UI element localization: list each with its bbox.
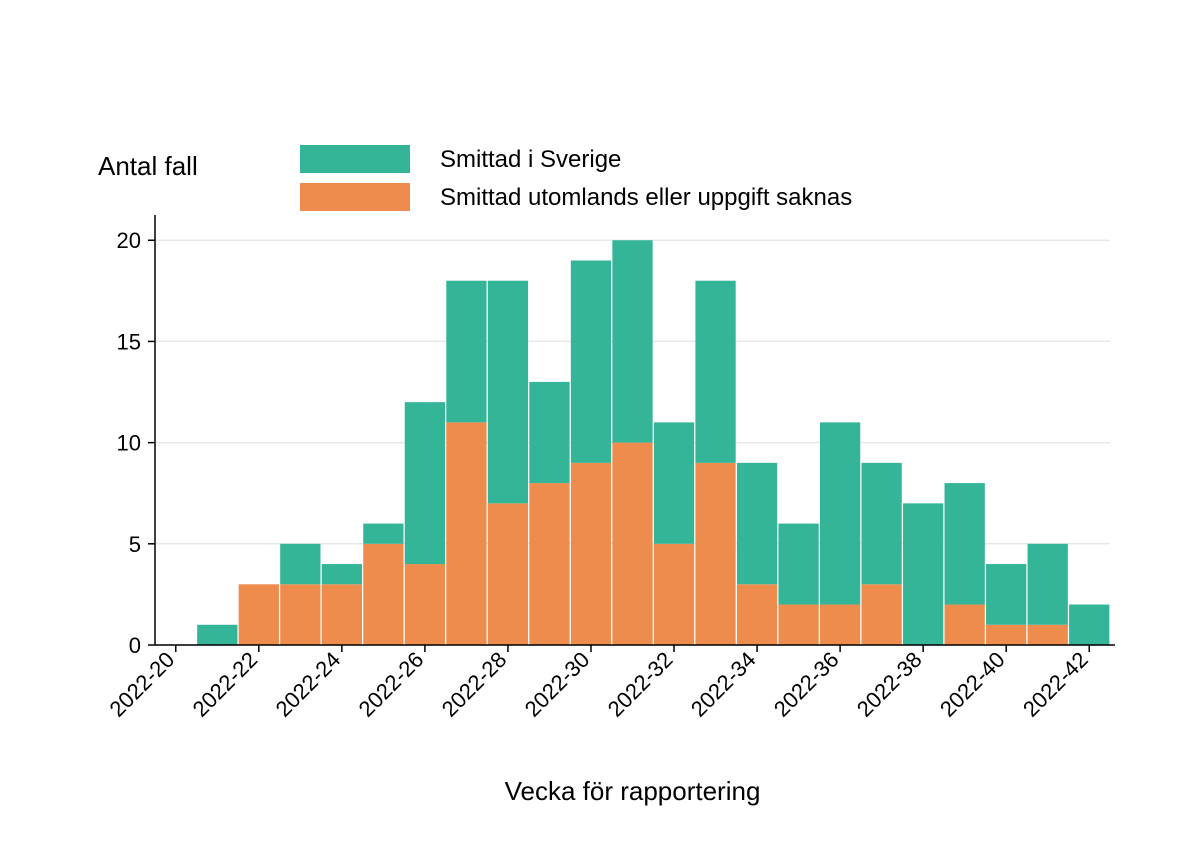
chart-container: 051015202022-202022-222022-242022-262022… xyxy=(0,0,1193,868)
legend-swatch xyxy=(300,183,410,211)
bar-sverige xyxy=(612,240,652,442)
x-axis-label: Vecka för rapportering xyxy=(505,776,761,806)
bar-utomlands xyxy=(405,564,445,645)
bar-sverige xyxy=(488,281,528,504)
bar-utomlands xyxy=(861,584,901,645)
bar-utomlands xyxy=(280,584,320,645)
legend-label: Smittad i Sverige xyxy=(440,146,621,173)
bar-utomlands xyxy=(986,625,1026,645)
y-tick-label: 20 xyxy=(117,228,141,253)
legend-swatch xyxy=(300,145,410,173)
bar-sverige xyxy=(363,524,403,544)
bar-sverige xyxy=(529,382,569,483)
bar-sverige xyxy=(1028,544,1068,625)
bar-utomlands xyxy=(820,605,860,645)
bar-utomlands xyxy=(446,422,486,645)
bar-sverige xyxy=(737,463,777,584)
bar-sverige xyxy=(945,483,985,604)
bar-sverige xyxy=(778,524,818,605)
bar-sverige xyxy=(446,281,486,423)
bar-utomlands xyxy=(612,443,652,645)
bar-sverige xyxy=(903,503,943,645)
bar-utomlands xyxy=(488,503,528,645)
bar-utomlands xyxy=(571,463,611,645)
bar-sverige xyxy=(861,463,901,584)
y-tick-label: 5 xyxy=(129,532,141,557)
y-axis-label: Antal fall xyxy=(98,151,198,181)
bar-sverige xyxy=(197,625,237,645)
bar-utomlands xyxy=(945,605,985,645)
y-tick-label: 0 xyxy=(129,633,141,658)
bar-utomlands xyxy=(695,463,735,645)
bar-utomlands xyxy=(1028,625,1068,645)
bar-sverige xyxy=(654,422,694,543)
bar-utomlands xyxy=(363,544,403,645)
bar-utomlands xyxy=(737,584,777,645)
bar-sverige xyxy=(820,422,860,604)
stacked-bar-chart: 051015202022-202022-222022-242022-262022… xyxy=(0,0,1193,868)
bar-utomlands xyxy=(778,605,818,645)
y-tick-label: 10 xyxy=(117,431,141,456)
y-tick-label: 15 xyxy=(117,329,141,354)
bar-sverige xyxy=(405,402,445,564)
legend-label: Smittad utomlands eller uppgift saknas xyxy=(440,184,852,211)
bar-sverige xyxy=(322,564,362,584)
bar-utomlands xyxy=(529,483,569,645)
bar-utomlands xyxy=(654,544,694,645)
bar-utomlands xyxy=(322,584,362,645)
bar-sverige xyxy=(280,544,320,584)
bar-sverige xyxy=(695,281,735,463)
bar-sverige xyxy=(571,260,611,462)
bar-sverige xyxy=(1069,605,1109,645)
bar-utomlands xyxy=(239,584,279,645)
bar-sverige xyxy=(986,564,1026,625)
